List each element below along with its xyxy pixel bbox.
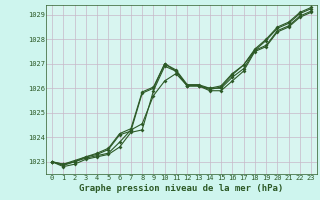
X-axis label: Graphe pression niveau de la mer (hPa): Graphe pression niveau de la mer (hPa) (79, 184, 284, 193)
